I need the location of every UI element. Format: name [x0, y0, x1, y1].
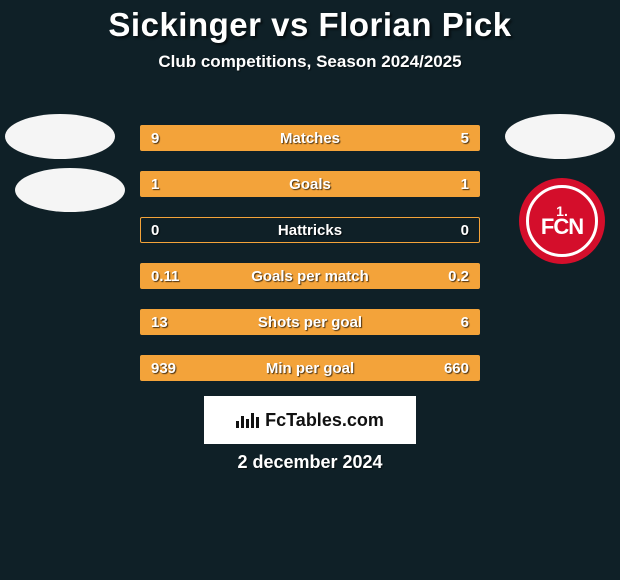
- bar-chart-icon: [236, 413, 259, 428]
- stat-row: Goals per match0.110.2: [140, 263, 480, 289]
- stat-fill-left: [141, 172, 310, 196]
- stats-bars: Matches95 Goals11 Hattricks0 0 Goals per mat…: [140, 125, 480, 401]
- date-text: 2 december 2024: [0, 452, 620, 473]
- stat-fill-left: [141, 356, 340, 380]
- stat-row: Shots per goal136: [140, 309, 480, 335]
- stat-row: Hattricks0 0: [140, 217, 480, 243]
- stat-row: Matches95: [140, 125, 480, 151]
- stat-fill-right: [310, 172, 479, 196]
- brand-text: FcTables.com: [265, 410, 384, 431]
- stat-label: Hattricks: [141, 218, 479, 242]
- left-team-badge-2: [15, 168, 125, 212]
- fcn-text-2: FCN: [541, 217, 583, 237]
- page-title: Sickinger vs Florian Pick: [0, 0, 620, 44]
- stat-fill-left: [141, 264, 263, 288]
- stat-value-left: 0: [151, 218, 159, 242]
- subtitle: Club competitions, Season 2024/2025: [0, 52, 620, 72]
- right-team-badge-fcn: 1. FCN: [519, 178, 605, 264]
- stat-fill-left: [141, 126, 357, 150]
- brand-box: FcTables.com: [204, 396, 416, 444]
- stat-fill-left: [141, 310, 371, 334]
- stat-fill-right: [340, 356, 479, 380]
- infographic-root: Sickinger vs Florian Pick Club competiti…: [0, 0, 620, 580]
- stat-row: Min per goal939660: [140, 355, 480, 381]
- left-team-badge-1: [5, 114, 115, 159]
- stat-fill-right: [371, 310, 479, 334]
- fcn-logo-icon: 1. FCN: [526, 185, 598, 257]
- stat-value-right: 0: [461, 218, 469, 242]
- right-team-badge-1: [505, 114, 615, 159]
- stat-row: Goals11: [140, 171, 480, 197]
- stat-fill-right: [357, 126, 479, 150]
- stat-fill-right: [263, 264, 479, 288]
